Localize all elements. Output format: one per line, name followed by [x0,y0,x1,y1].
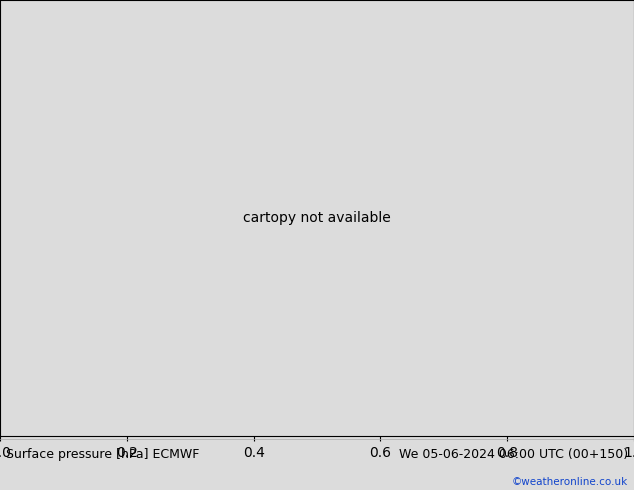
Text: Surface pressure [hPa] ECMWF: Surface pressure [hPa] ECMWF [6,448,200,462]
Text: We 05-06-2024 06:00 UTC (00+150): We 05-06-2024 06:00 UTC (00+150) [399,448,628,462]
Text: ©weatheronline.co.uk: ©weatheronline.co.uk [512,477,628,487]
Text: cartopy not available: cartopy not available [243,211,391,225]
